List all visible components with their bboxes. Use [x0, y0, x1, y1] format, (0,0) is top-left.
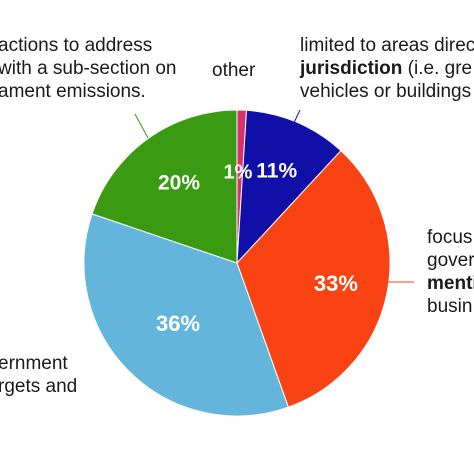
label-actions-line-2: with a sub-section on — [0, 58, 177, 79]
pie-slices — [83, 109, 391, 417]
label-focus-line-4: busin — [427, 296, 473, 317]
label-government-line-1: ernment — [0, 353, 68, 374]
label-limited-line-2-rest: (i.e. gre — [402, 58, 473, 79]
leader-line-limited — [291, 109, 301, 128]
label-other-line-1: other — [212, 60, 256, 81]
label-focus-line-3: menti — [427, 272, 474, 295]
label-focus-bold: menti — [427, 273, 474, 294]
label-limited-line-3: vehicles or buildings — [300, 81, 472, 102]
label-limited-line-2: jurisdiction (i.e. gre — [300, 57, 474, 80]
pct-label-other: 1% — [224, 161, 253, 183]
label-limited-bold: jurisdiction — [300, 58, 403, 79]
label-focus-line-2: gover — [427, 250, 474, 271]
pie-slice-actions — [91, 109, 238, 264]
label-other: other — [212, 59, 255, 82]
pie-slice-limited — [236, 109, 342, 265]
leader-lines — [134, 109, 414, 283]
percentage-labels: 1% 11% 33% 36% 20% — [156, 160, 358, 336]
label-limited: limited to areas direc jurisdiction (i.e… — [300, 34, 474, 103]
label-government: ernment rgets and — [0, 352, 77, 398]
label-government-line-2: rgets and — [0, 376, 78, 397]
label-actions-line-3: ament emissions. — [0, 81, 146, 102]
label-focus: focus gover menti busin — [427, 226, 474, 318]
pct-label-limited: 11% — [256, 160, 297, 183]
leader-line-actions — [134, 113, 149, 139]
label-focus-line-1: focus — [427, 227, 473, 248]
pct-label-actions: 20% — [158, 172, 200, 195]
pct-label-focus: 33% — [314, 271, 358, 296]
pie-slice-focus — [236, 149, 391, 408]
pie-slice-government — [83, 213, 289, 417]
pct-label-government: 36% — [156, 311, 200, 336]
label-limited-line-1: limited to areas direc — [300, 35, 474, 56]
label-actions: actions to address with a sub-section on… — [0, 34, 177, 103]
label-actions-line-1: actions to address — [0, 35, 153, 56]
